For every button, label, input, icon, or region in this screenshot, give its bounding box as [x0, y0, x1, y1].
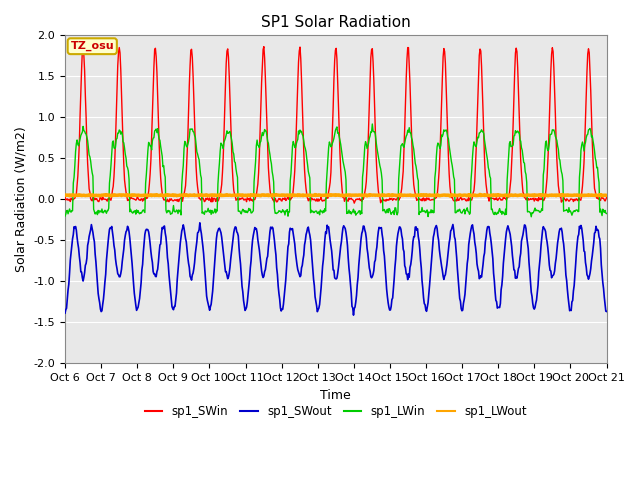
Legend: sp1_SWin, sp1_SWout, sp1_LWin, sp1_LWout: sp1_SWin, sp1_SWout, sp1_LWin, sp1_LWout — [140, 401, 532, 423]
Text: TZ_osu: TZ_osu — [70, 41, 114, 51]
Title: SP1 Solar Radiation: SP1 Solar Radiation — [261, 15, 411, 30]
X-axis label: Time: Time — [321, 389, 351, 402]
Y-axis label: Solar Radiation (W/m2): Solar Radiation (W/m2) — [15, 127, 28, 272]
